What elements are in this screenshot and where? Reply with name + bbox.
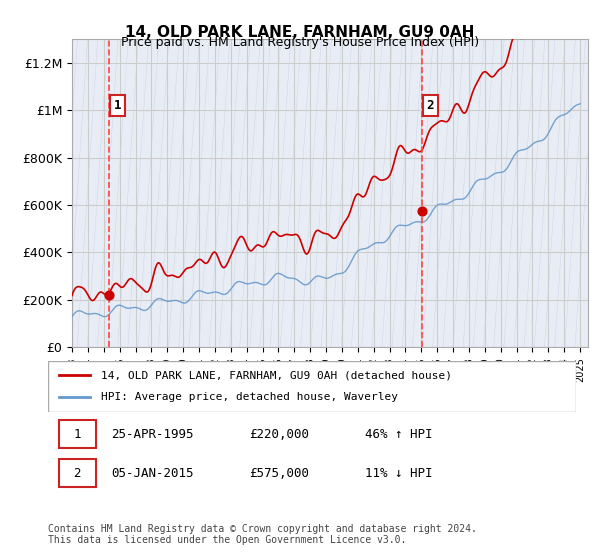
Text: 1: 1 xyxy=(73,427,81,441)
Text: £220,000: £220,000 xyxy=(248,427,308,441)
Text: £575,000: £575,000 xyxy=(248,466,308,480)
Text: 46% ↑ HPI: 46% ↑ HPI xyxy=(365,427,432,441)
Point xyxy=(104,291,113,300)
Text: Price paid vs. HM Land Registry's House Price Index (HPI): Price paid vs. HM Land Registry's House … xyxy=(121,36,479,49)
Text: Contains HM Land Registry data © Crown copyright and database right 2024.
This d: Contains HM Land Registry data © Crown c… xyxy=(48,524,477,545)
Point xyxy=(417,207,427,216)
Text: 11% ↓ HPI: 11% ↓ HPI xyxy=(365,466,432,480)
Text: 14, OLD PARK LANE, FARNHAM, GU9 0AH (detached house): 14, OLD PARK LANE, FARNHAM, GU9 0AH (det… xyxy=(101,370,452,380)
Text: 05-JAN-2015: 05-JAN-2015 xyxy=(112,466,194,480)
Text: 14, OLD PARK LANE, FARNHAM, GU9 0AH: 14, OLD PARK LANE, FARNHAM, GU9 0AH xyxy=(125,25,475,40)
Text: 25-APR-1995: 25-APR-1995 xyxy=(112,427,194,441)
Text: 1: 1 xyxy=(113,99,121,112)
FancyBboxPatch shape xyxy=(48,361,576,412)
FancyBboxPatch shape xyxy=(59,420,95,448)
FancyBboxPatch shape xyxy=(59,459,95,487)
Text: 2: 2 xyxy=(427,99,434,112)
Text: 2: 2 xyxy=(73,466,81,480)
Text: HPI: Average price, detached house, Waverley: HPI: Average price, detached house, Wave… xyxy=(101,393,398,403)
